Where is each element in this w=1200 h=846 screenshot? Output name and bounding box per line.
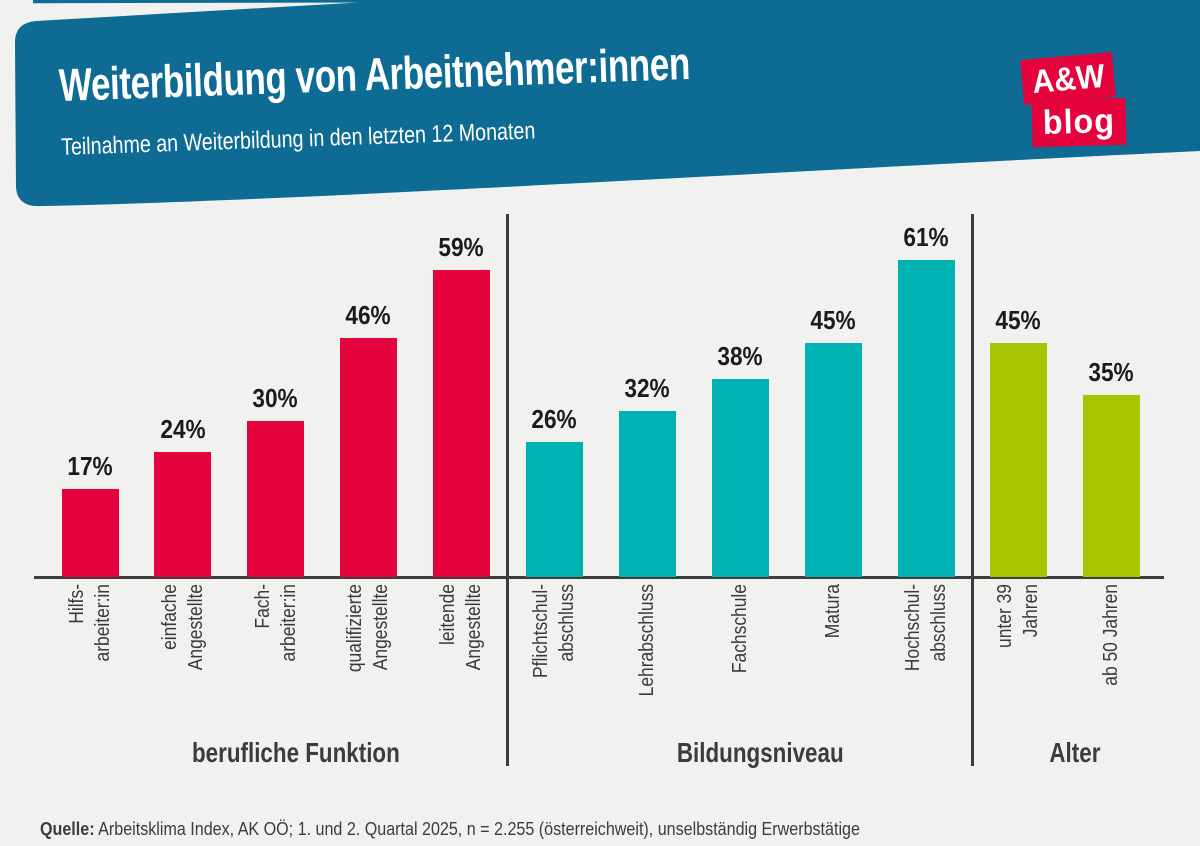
bar	[247, 421, 304, 577]
bar	[61, 489, 119, 577]
bar-value-label: 61%	[903, 222, 949, 252]
bar	[1082, 395, 1140, 577]
group-label: Alter	[1049, 737, 1101, 768]
bar-value-label: 45%	[995, 305, 1041, 335]
bar	[339, 338, 397, 577]
bar	[711, 379, 769, 577]
bar	[804, 343, 862, 577]
source-label: Quelle:	[40, 818, 95, 839]
banner-shape	[14, 0, 1200, 207]
source-text: Arbeitsklima Index, AK OÖ; 1. und 2. Qua…	[94, 818, 860, 839]
logo-aw-box: A&W	[1020, 52, 1116, 105]
bar-value-label: 24%	[160, 414, 206, 444]
bar-value-label: 46%	[345, 300, 391, 330]
bar-value-label: 59%	[438, 232, 484, 262]
bar-value-label: 35%	[1088, 357, 1134, 387]
bar	[154, 452, 212, 577]
x-axis-line	[34, 576, 1164, 579]
bar	[525, 442, 583, 577]
logo-blog-text: blog	[1042, 102, 1116, 142]
bar-value-label: 26%	[531, 404, 577, 434]
source-note: Quelle: Arbeitsklima Index, AK OÖ; 1. un…	[40, 818, 982, 840]
bar	[618, 411, 676, 577]
bar-value-label: 32%	[624, 373, 670, 403]
bar-value-label: 38%	[717, 341, 763, 371]
bar-value-label: 17%	[67, 451, 113, 481]
group-label: Bildungsniveau	[676, 737, 844, 768]
bar	[989, 343, 1047, 577]
group-divider	[506, 214, 509, 766]
bar	[432, 270, 490, 577]
bar-value-label: 30%	[252, 383, 299, 413]
bar	[897, 260, 955, 577]
logo-blog-box: blog	[1031, 97, 1127, 148]
bar-value-label: 45%	[810, 305, 856, 335]
logo-aw-text: A&W	[1030, 56, 1106, 100]
group-divider	[971, 214, 974, 766]
header-banner	[14, 0, 1200, 207]
group-label: berufliche Funktion	[192, 737, 400, 768]
